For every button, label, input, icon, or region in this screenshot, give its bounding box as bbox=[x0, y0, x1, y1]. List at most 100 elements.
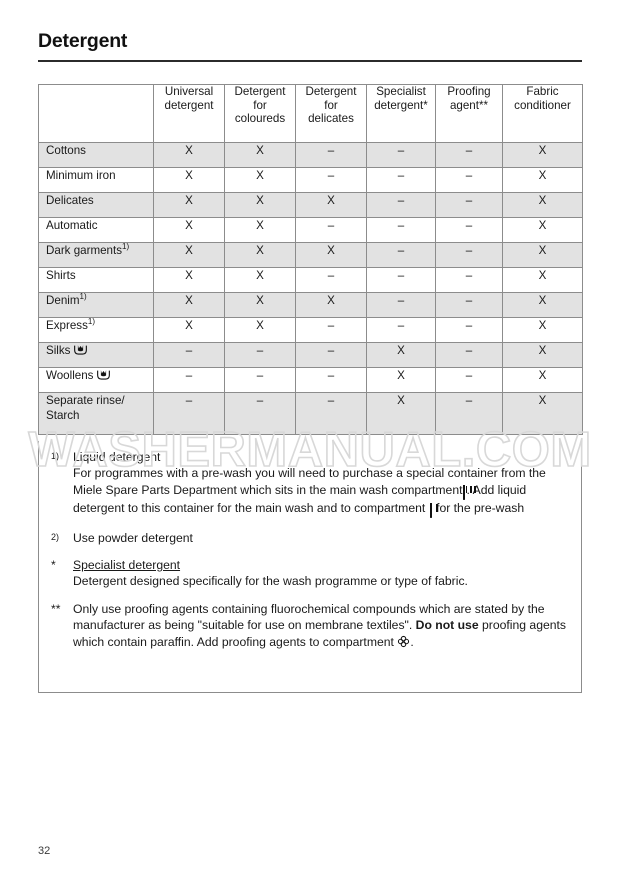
header-line: detergent* bbox=[374, 98, 428, 112]
table-cell-value: – bbox=[153, 342, 225, 368]
table-cell-value: X bbox=[224, 142, 296, 168]
table-cell-value: X bbox=[502, 242, 583, 268]
table-cell-value: X bbox=[502, 342, 583, 368]
table-cell-value: X bbox=[153, 142, 225, 168]
header-line: coloureds bbox=[234, 112, 286, 126]
footnote-asterisk-body: Specialist detergent Detergent designed … bbox=[73, 557, 569, 590]
table-cell-value: X bbox=[502, 317, 583, 343]
header-line: detergent bbox=[164, 98, 214, 112]
table-cell-value: X bbox=[502, 367, 583, 393]
table-cell-value: X bbox=[502, 292, 583, 318]
table-header-coloureds: Detergent for coloureds bbox=[224, 84, 296, 143]
table-cell-programme: Express1) bbox=[38, 317, 154, 343]
footnote-1-text-2: For programmes with a pre-wash you will … bbox=[73, 466, 546, 497]
table-cell-value: – bbox=[366, 142, 436, 168]
table-cell-value: X bbox=[502, 142, 583, 168]
table-cell-programme: Denim1) bbox=[38, 292, 154, 318]
table-header-row: Universal detergent Detergent for colour… bbox=[38, 84, 583, 143]
table-cell-value: – bbox=[435, 192, 503, 218]
table-cell-value: – bbox=[366, 267, 436, 293]
header-line: for bbox=[324, 98, 338, 112]
handwash-tub-icon bbox=[97, 370, 111, 380]
handwash-tub-icon bbox=[74, 345, 88, 355]
footnotes-box: 1) Liquid detergent For programmes with … bbox=[38, 441, 582, 693]
footnote-2-body: Use powder detergent bbox=[73, 530, 569, 546]
header-line: delicates bbox=[308, 112, 354, 126]
table-cell-value: – bbox=[435, 367, 503, 393]
table-cell-value: X bbox=[502, 267, 583, 293]
footnote-asterisk: * Specialist detergent Detergent designe… bbox=[51, 557, 569, 590]
title-divider bbox=[38, 60, 582, 62]
table-cell-value: X bbox=[502, 217, 583, 243]
table-cell-value: – bbox=[295, 167, 367, 193]
table-cell-value: – bbox=[435, 217, 503, 243]
footnote-dbl-text-2: proofing agents which contain paraffin. … bbox=[73, 618, 567, 649]
table-cell-value: X bbox=[224, 267, 296, 293]
page-title: Detergent bbox=[38, 30, 128, 52]
table-cell-value: – bbox=[295, 342, 367, 368]
table-cell-value: – bbox=[295, 392, 367, 435]
table-cell-value: X bbox=[153, 292, 225, 318]
table-cell-programme: Shirts bbox=[38, 267, 154, 293]
pre-wash-compartment-icon bbox=[429, 502, 439, 519]
footnote-2-marker: 2) bbox=[51, 531, 60, 542]
table-cell-value: – bbox=[366, 317, 436, 343]
table-cell-value: – bbox=[366, 242, 436, 268]
table-row: Express1) X X – – – X bbox=[38, 317, 583, 343]
table-cell-programme: Minimum iron bbox=[38, 167, 154, 193]
table-header-corner bbox=[38, 84, 154, 143]
footnote-double-asterisk-marker: ** bbox=[51, 601, 61, 616]
table-cell-value: – bbox=[295, 317, 367, 343]
table-cell-value: X bbox=[502, 192, 583, 218]
table-cell-value: X bbox=[153, 217, 225, 243]
table-header-delicates: Detergent for delicates bbox=[295, 84, 367, 143]
page-number: 32 bbox=[38, 845, 51, 857]
footnote-2-text-1: Use powder detergent bbox=[73, 530, 193, 545]
table-cell-programme: Automatic bbox=[38, 217, 154, 243]
table-cell-value: X bbox=[366, 392, 436, 435]
header-line: Fabric bbox=[526, 85, 559, 98]
table-cell-value: – bbox=[224, 392, 296, 435]
header-line: Detergent bbox=[305, 85, 357, 98]
table-header-conditioner: Fabric conditioner bbox=[502, 84, 583, 143]
table-cell-value: X bbox=[224, 217, 296, 243]
table-cell-value: – bbox=[295, 217, 367, 243]
table-cell-value: – bbox=[153, 392, 225, 435]
table-cell-value: – bbox=[435, 142, 503, 168]
footnote-1-text-4: for the pre-wash bbox=[436, 501, 525, 516]
table-row: Delicates X X X – – X bbox=[38, 192, 583, 218]
table-row: Shirts X X – – – X bbox=[38, 267, 583, 293]
table-cell-value: X bbox=[224, 292, 296, 318]
table-cell-value: X bbox=[224, 317, 296, 343]
table-cell-value: – bbox=[295, 142, 367, 168]
table-cell-value: X bbox=[295, 242, 367, 268]
table-cell-value: X bbox=[153, 317, 225, 343]
table-body: Cottons X X – – – X Minimum iron X X – – – X Delicates… bbox=[38, 142, 583, 435]
table-header-proofing: Proofing agent** bbox=[435, 84, 503, 143]
table-cell-value: X bbox=[502, 167, 583, 193]
table-row: Automatic X X – – – X bbox=[38, 217, 583, 243]
table-row: Denim1) X X X – – X bbox=[38, 292, 583, 318]
page-header: Detergent bbox=[38, 30, 582, 62]
footnote-1-marker: 1) bbox=[51, 451, 60, 461]
table-cell-value: X bbox=[224, 192, 296, 218]
footnote-asterisk-text-1: Detergent designed specifically for the … bbox=[73, 574, 468, 589]
table-cell-value: X bbox=[153, 267, 225, 293]
footnote-1-text-3: . Add liquid detergent to this container… bbox=[73, 482, 527, 516]
table-cell-programme: Delicates bbox=[38, 192, 154, 218]
table-cell-value: – bbox=[366, 167, 436, 193]
table-row: Silks – – – X – X bbox=[38, 342, 583, 368]
footnote-dbl-text-3: . bbox=[410, 634, 414, 649]
table-cell-programme: Separate rinse/Starch bbox=[38, 392, 154, 435]
table-cell-programme: Dark garments1) bbox=[38, 242, 154, 268]
table-cell-value: – bbox=[435, 317, 503, 343]
header-line: Detergent bbox=[234, 85, 286, 98]
table-row: Separate rinse/Starch – – – X – X bbox=[38, 392, 583, 435]
footnote-2: 2) Use powder detergent bbox=[51, 530, 569, 546]
table-cell-value: – bbox=[366, 217, 436, 243]
table-cell-value: – bbox=[295, 267, 367, 293]
footnote-ref: 1) bbox=[87, 317, 96, 327]
table-cell-value: – bbox=[435, 292, 503, 318]
footnote-ref: 1) bbox=[122, 242, 130, 252]
